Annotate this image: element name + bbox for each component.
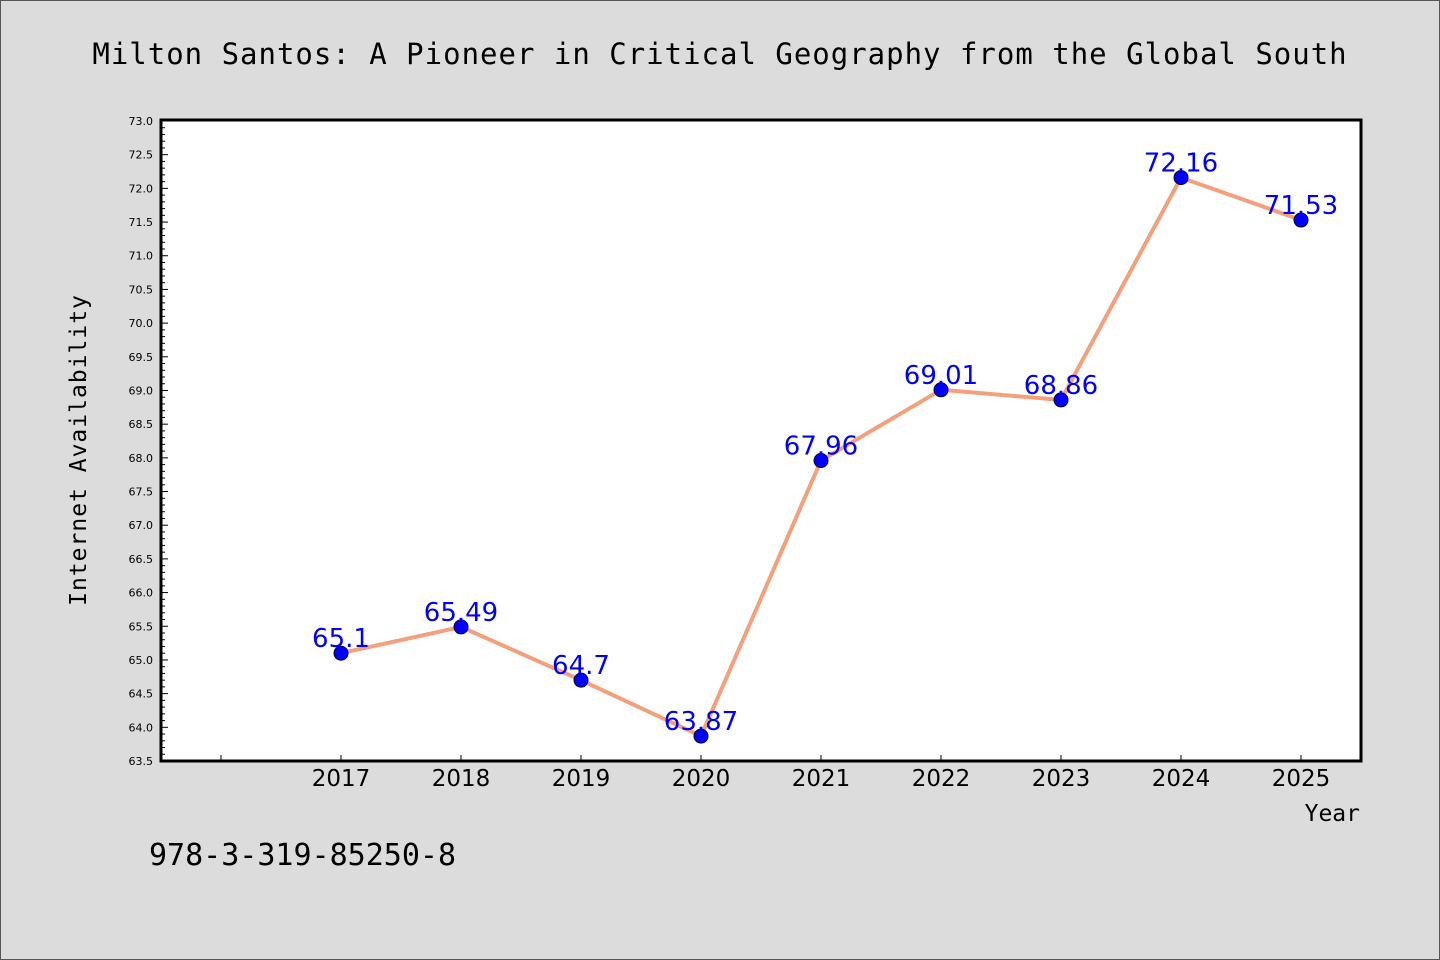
y-tick-label: 63.5 <box>129 755 154 768</box>
y-tick-label: 69.5 <box>129 351 154 364</box>
data-label: 64.7 <box>552 651 610 681</box>
data-label: 71.53 <box>1264 191 1338 221</box>
y-tick-label: 69.0 <box>129 384 154 397</box>
chart-title: Milton Santos: A Pioneer in Critical Geo… <box>92 37 1347 71</box>
data-point <box>1173 170 1189 186</box>
y-tick-label: 68.5 <box>129 418 154 431</box>
y-tick-label: 71.5 <box>129 216 154 229</box>
data-label: 69.01 <box>904 361 978 391</box>
y-tick-label: 65.5 <box>129 620 154 633</box>
y-axis-label: Internet Availability <box>66 294 92 606</box>
data-point <box>933 382 949 398</box>
plot-area <box>159 118 1363 763</box>
x-tick-label: 2017 <box>312 766 371 792</box>
data-point <box>573 672 589 688</box>
y-tick-label: 72.0 <box>129 182 154 195</box>
y-tick-label: 73.0 <box>129 115 154 128</box>
x-tick-label: 2023 <box>1032 766 1091 792</box>
data-point <box>813 453 829 469</box>
x-axis: 2017 2018 2019 2020 2021 2022 2023 2024 2025 <box>220 755 1331 792</box>
data-label: 63.87 <box>664 707 738 737</box>
y-tick-label: 65.0 <box>129 654 154 667</box>
data-label: 67.96 <box>784 432 858 462</box>
y-tick-label: 64.0 <box>129 721 154 734</box>
y-tick-label: 66.0 <box>129 587 154 600</box>
y-tick-label: 71.0 <box>129 250 154 263</box>
data-labels: 65.1 65.49 64.7 63.87 67.96 69.01 68.86 72.16 71… <box>312 149 1338 737</box>
isbn-footnote: 978-3-319-85250-8 <box>149 838 456 873</box>
x-tick-label: 2018 <box>432 766 491 792</box>
x-tick-label: 2021 <box>792 766 851 792</box>
x-tick-label: 2022 <box>912 766 971 792</box>
data-markers <box>333 170 1309 744</box>
x-axis-label: Year <box>1305 801 1360 827</box>
x-tick-label: 2025 <box>1272 766 1331 792</box>
data-label: 72.16 <box>1144 149 1218 179</box>
data-point <box>1293 212 1309 228</box>
y-tick-label: 68.0 <box>129 452 154 465</box>
y-tick-label: 72.5 <box>129 149 154 162</box>
y-tick-label: 66.5 <box>129 553 154 566</box>
data-point <box>1053 392 1069 408</box>
data-point <box>453 619 469 635</box>
y-tick-label: 67.0 <box>129 519 154 532</box>
y-axis: 63.5 64.0 64.5 65.0 65.5 66.0 66.5 67.0 67.5 68.0… <box>129 115 168 768</box>
x-tick-label: 2019 <box>552 766 611 792</box>
data-label: 65.1 <box>312 624 370 654</box>
x-tick-label: 2024 <box>1152 766 1211 792</box>
x-tick-label: 2020 <box>672 766 731 792</box>
y-tick-label: 70.5 <box>129 283 154 296</box>
y-tick-label: 64.5 <box>129 688 154 701</box>
data-label: 68.86 <box>1024 371 1098 401</box>
y-tick-label: 70.0 <box>129 317 154 330</box>
data-label: 65.49 <box>424 598 498 628</box>
data-point <box>693 728 709 744</box>
data-point <box>333 645 349 661</box>
y-tick-label: 67.5 <box>129 486 154 499</box>
